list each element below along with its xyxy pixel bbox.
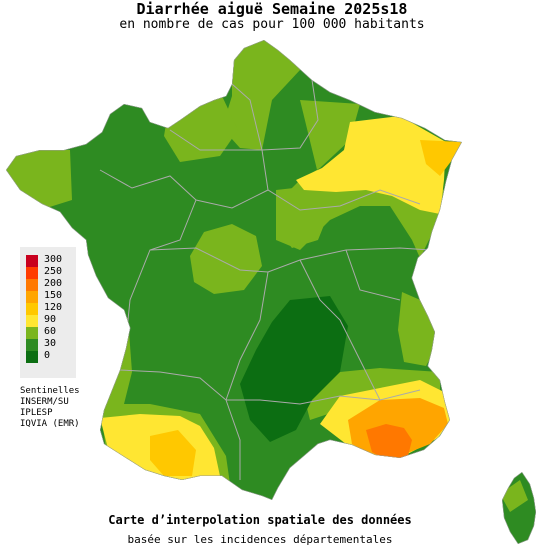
- alps-light-green: [398, 292, 440, 366]
- brittany-west-light-green: [6, 150, 72, 210]
- legend-swatch: [26, 267, 38, 279]
- legend-swatch: [26, 291, 38, 303]
- map-subtitle: en nombre de cas pour 100 000 habitants: [119, 17, 425, 32]
- legend-row: 30: [20, 338, 76, 351]
- legend-label: 60: [44, 326, 57, 337]
- legend-row: 120: [20, 302, 76, 315]
- mainland-france: [6, 40, 462, 500]
- pyrenees-gold-area: [150, 430, 196, 476]
- data-sources: Sentinelles INSERM/SU IPLESP IQVIA (EMR): [20, 386, 80, 430]
- provence-deep-orange-area: [366, 424, 412, 462]
- legend-label: 30: [44, 338, 57, 349]
- sources-heading: Sentinelles: [20, 386, 80, 396]
- northeast-yellow-area: [296, 116, 446, 214]
- alsace-gold-area: [420, 140, 462, 176]
- corsica-light-green: [502, 480, 528, 512]
- mainland-outline: [6, 40, 462, 500]
- legend-row: 300: [20, 254, 76, 267]
- legend-label: 150: [44, 290, 63, 301]
- legend-row: 60: [20, 326, 76, 339]
- source-line: INSERM/SU: [20, 397, 69, 407]
- legend-swatch: [26, 327, 38, 339]
- legend-swatch: [26, 315, 38, 327]
- legend-label: 0: [44, 350, 51, 361]
- legend-label: 120: [44, 302, 63, 313]
- legend: 300 250 200 150 120 90 60 30 0: [20, 247, 76, 378]
- burgundy-light-green: [276, 186, 330, 248]
- legend-swatch: [26, 303, 38, 315]
- source-line: IQVIA (EMR): [20, 419, 80, 429]
- legend-row: 200: [20, 278, 76, 291]
- legend-label: 250: [44, 266, 63, 277]
- legend-swatch: [26, 339, 38, 351]
- legend-row: 150: [20, 290, 76, 303]
- legend-swatch: [26, 255, 38, 267]
- legend-label: 90: [44, 314, 57, 325]
- legend-row: 250: [20, 266, 76, 279]
- north-light-green-area: [222, 40, 300, 150]
- legend-swatch: [26, 351, 38, 363]
- legend-row: 90: [20, 314, 76, 327]
- legend-swatch: [26, 279, 38, 291]
- corsica-outline: [502, 472, 536, 544]
- map-subcaption: basée sur les incidences départementales: [127, 533, 393, 546]
- legend-label: 200: [44, 278, 63, 289]
- massif-central-dark-area: [240, 296, 348, 442]
- legend-row: 0: [20, 350, 76, 363]
- center-light-green: [190, 224, 262, 294]
- map-title: Diarrhée aiguë Semaine 2025s18: [136, 0, 408, 18]
- map-caption: Carte d’interpolation spatiale des donné…: [108, 513, 412, 527]
- source-line: IPLESP: [20, 408, 53, 418]
- legend-label: 300: [44, 254, 63, 265]
- region-borders: [99, 79, 431, 480]
